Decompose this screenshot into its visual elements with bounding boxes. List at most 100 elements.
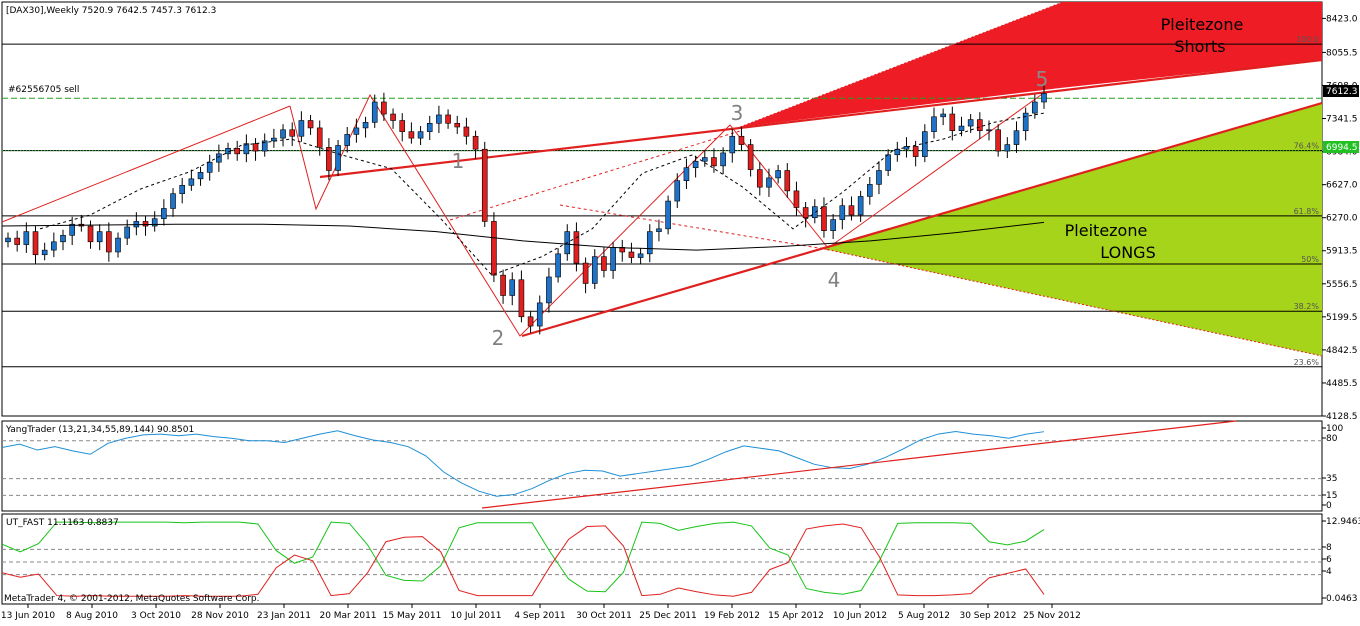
yangtrader-title: YangTrader (13,21,34,55,89,144) 90.8501 <box>5 425 194 435</box>
indicator-tick-label: 100 <box>1326 424 1343 434</box>
candle-bull <box>51 241 57 251</box>
candle-bull <box>371 101 378 123</box>
ma-long-line <box>2 221 1045 251</box>
candle-bull <box>811 206 818 219</box>
candle-bull <box>179 185 185 194</box>
price-tick-label: 5913.5 <box>1326 247 1358 257</box>
candle-bull <box>646 231 653 255</box>
candle-bull <box>894 148 901 156</box>
candle-bear <box>573 231 580 264</box>
candle-bull <box>546 276 552 304</box>
candle-bull <box>857 196 864 216</box>
candle-bull <box>41 249 48 256</box>
time-tick-label: 25 Dec 2011 <box>639 611 697 621</box>
candle-bull <box>206 161 213 173</box>
candle-bull <box>674 180 681 202</box>
trendline-thin-early <box>2 105 291 223</box>
candle-bear <box>445 114 451 124</box>
fib-level-label: 61.8% <box>1294 207 1320 216</box>
order-label: #62556705 sell <box>8 85 79 95</box>
wave-label-4: 4 <box>828 268 841 292</box>
price-tick-label: 6270.0 <box>1326 214 1358 224</box>
candle-bear <box>408 131 415 139</box>
utfast-lines <box>2 521 1322 597</box>
price-tick-label: 6627.0 <box>1326 181 1358 191</box>
time-tick-label: 8 Aug 2010 <box>66 611 118 621</box>
fib-levels-layer: 100.0 76.4% 61.8% 50% 38.2% 23.6% <box>2 35 1322 368</box>
candle-bull <box>151 218 158 227</box>
fib-tag: 6994.5 <box>1323 141 1359 153</box>
price-tag-text: 7612.3 <box>1326 87 1358 97</box>
candle-bear <box>711 157 717 167</box>
price-tick-label: 5199.5 <box>1326 313 1358 323</box>
candle-bear <box>289 129 296 137</box>
candle-bull <box>830 219 836 231</box>
candle-bull <box>610 247 616 271</box>
candle-bull <box>1022 112 1029 131</box>
candle-bear <box>381 101 387 115</box>
price-tick-label: 4485.5 <box>1326 379 1358 389</box>
indicator-series <box>2 521 1045 595</box>
trendline-channel-dash <box>449 130 741 221</box>
candle-bull <box>940 113 946 118</box>
candle-bull <box>775 170 781 179</box>
candle-bull <box>188 178 195 186</box>
candle-bear <box>527 316 534 327</box>
candle-bear <box>234 147 241 155</box>
price-tick-label: 8423.0 <box>1326 14 1358 24</box>
time-tick-label: 28 Nov 2010 <box>191 611 249 621</box>
candle-bear <box>756 169 763 188</box>
candle-bull <box>1013 130 1020 145</box>
candle-bull <box>161 208 167 219</box>
candle-bear <box>481 148 488 222</box>
candle-bear <box>32 231 39 256</box>
candle-bull <box>216 153 222 163</box>
candle-bull <box>665 200 671 230</box>
time-tick-label: 13 Jun 2010 <box>1 611 55 621</box>
zones-layer <box>740 2 1322 356</box>
candle-bull <box>60 235 66 243</box>
time-tick-label: 20 Mar 2011 <box>319 611 376 621</box>
candle-bull <box>124 226 130 239</box>
candle-bull <box>280 129 286 139</box>
price-tick-label: 4842.5 <box>1326 346 1358 356</box>
fib-tag-text: 6994.5 <box>1326 143 1358 153</box>
time-tick-label: 10 Jun 2012 <box>833 611 887 621</box>
time-tick-label: 5 Aug 2012 <box>898 611 950 621</box>
indicator-tick-label: 8 <box>1326 543 1332 553</box>
zone-long-title: Pleitezone <box>1065 221 1148 240</box>
candle-bull <box>417 131 424 139</box>
utfast-panel[interactable] <box>1 513 1323 605</box>
candle-bear <box>454 122 461 128</box>
candle-bear <box>738 135 745 145</box>
candle-bull <box>967 119 974 127</box>
candle-bull <box>885 154 891 171</box>
time-tick-label: 25 Nov 2012 <box>1023 611 1081 621</box>
chart-header: [DAX30],Weekly 7520.9 7642.5 7457.3 7612… <box>6 6 216 16</box>
fib-level-label: 76.4% <box>1294 142 1320 151</box>
time-tick-label: 10 Jul 2011 <box>451 611 502 621</box>
candle-bear <box>912 146 919 157</box>
price-tick-label: 7341.5 <box>1326 115 1358 125</box>
time-tick-label: 30 Sep 2012 <box>959 611 1016 621</box>
candle-bear <box>793 190 800 208</box>
time-axis: 13 Jun 2010 8 Aug 2010 3 Oct 2010 28 Nov 20… <box>1 604 1081 621</box>
candle-bear <box>326 147 332 171</box>
candle-bull <box>170 193 176 209</box>
candle-bear <box>142 221 149 227</box>
trendline-short-dash <box>739 2 1064 128</box>
ma-layer <box>2 112 1045 276</box>
candle-bull <box>922 131 928 157</box>
candle-bull <box>115 237 121 253</box>
time-tick-label: 15 Apr 2012 <box>768 611 824 621</box>
candle-bull <box>986 129 992 132</box>
candle-bull <box>1032 101 1038 114</box>
price-tick-label: 4128.5 <box>1326 412 1358 422</box>
candle-bear <box>949 113 956 131</box>
candles-layer <box>5 84 1047 335</box>
candle-bear <box>500 274 506 296</box>
candle-bear <box>307 120 314 129</box>
time-tick-label: 3 Oct 2010 <box>131 611 181 621</box>
